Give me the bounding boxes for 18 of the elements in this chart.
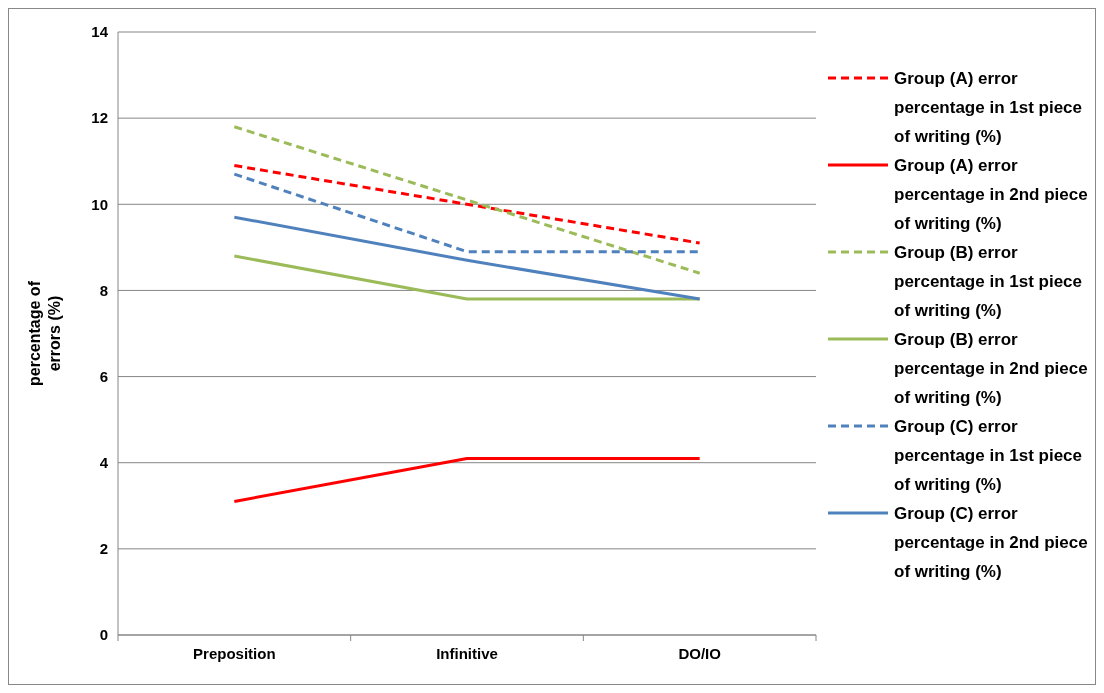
legend-label: Group (B) error percentage in 2nd piece of writing (%) bbox=[894, 329, 1088, 407]
y-tick-label: 6 bbox=[99, 367, 108, 385]
y-tick-label: 12 bbox=[91, 109, 108, 127]
legend-label: Group (B) error percentage in 1st piece of writing (%) bbox=[894, 242, 1083, 320]
x-tick-label: DO/IO bbox=[678, 645, 722, 662]
x-tick-label: Infinitive bbox=[436, 645, 498, 662]
y-tick-label: 14 bbox=[91, 23, 109, 41]
y-tick-label: 2 bbox=[99, 540, 108, 558]
y-tick-label: 4 bbox=[99, 453, 109, 471]
legend-label: Group (A) error percentage in 1st piece of writing (%) bbox=[894, 68, 1083, 146]
legend-label: Group (C) error percentage in 1st piece of writing (%) bbox=[894, 416, 1083, 494]
y-axis-title: percentage of errors (%) bbox=[26, 280, 63, 386]
y-tick-label: 10 bbox=[91, 195, 108, 213]
y-tick-label: 0 bbox=[99, 626, 108, 644]
x-tick-label: Preposition bbox=[193, 645, 276, 662]
legend-label: Group (C) error percentage in 2nd piece of writing (%) bbox=[894, 503, 1088, 581]
y-tick-label: 8 bbox=[99, 281, 108, 299]
legend-label: Group (A) error percentage in 2nd piece of writing (%) bbox=[894, 155, 1088, 233]
